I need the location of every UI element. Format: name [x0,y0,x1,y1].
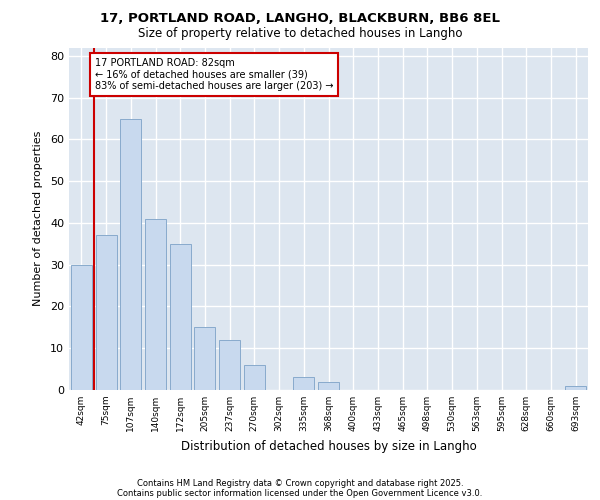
Text: 17, PORTLAND ROAD, LANGHO, BLACKBURN, BB6 8EL: 17, PORTLAND ROAD, LANGHO, BLACKBURN, BB… [100,12,500,26]
Bar [565,386,586,390]
Bar [145,219,166,390]
Text: Size of property relative to detached houses in Langho: Size of property relative to detached ho… [138,28,462,40]
Y-axis label: Number of detached properties: Number of detached properties [33,131,43,306]
Bar [219,340,240,390]
Bar [95,236,116,390]
Bar [244,365,265,390]
Bar [194,328,215,390]
Bar [71,264,92,390]
Text: Contains HM Land Registry data © Crown copyright and database right 2025.: Contains HM Land Registry data © Crown c… [137,478,463,488]
Text: 17 PORTLAND ROAD: 82sqm
← 16% of detached houses are smaller (39)
83% of semi-de: 17 PORTLAND ROAD: 82sqm ← 16% of detache… [95,58,334,91]
Bar [293,378,314,390]
Bar [170,244,191,390]
Text: Contains public sector information licensed under the Open Government Licence v3: Contains public sector information licen… [118,488,482,498]
Bar [120,118,141,390]
Bar [318,382,339,390]
X-axis label: Distribution of detached houses by size in Langho: Distribution of detached houses by size … [181,440,476,452]
